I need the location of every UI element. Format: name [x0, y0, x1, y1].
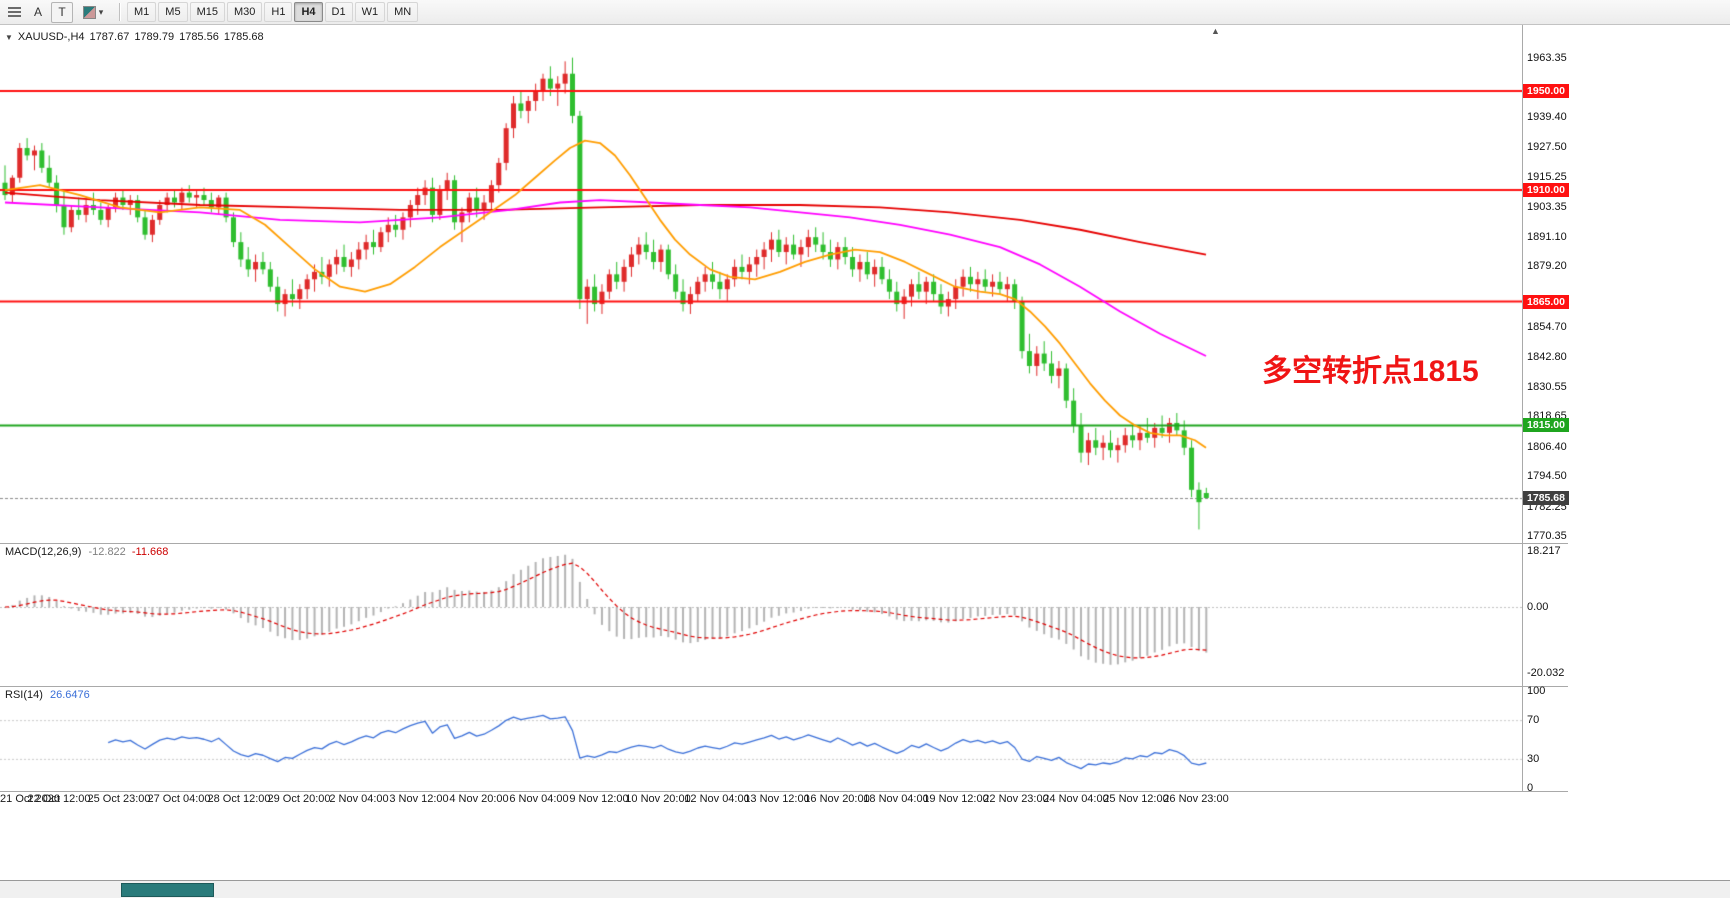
timeframe-button-h4[interactable]: H4 — [294, 2, 323, 22]
macd-value-main: -12.822 — [88, 546, 126, 558]
text-a-button[interactable]: A — [33, 5, 42, 19]
time-label: 28 Oct 12:00 — [207, 793, 271, 805]
chevron-down-icon: ▾ — [98, 6, 104, 17]
price-tick-label: 1927.50 — [1527, 140, 1567, 153]
time-label: 9 Nov 12:00 — [569, 793, 629, 805]
timeframe-button-m30[interactable]: M30 — [226, 2, 263, 22]
time-label: 13 Nov 12:00 — [744, 793, 810, 805]
top-toolbar: A T ▾ M1 M5 M15 M30 H1 H4 D1 W1 MN — [0, 0, 1730, 25]
ohlc-open: 1787.67 — [89, 31, 130, 43]
macd-axis-label: 18.217 — [1527, 545, 1561, 557]
chart-shift-marker[interactable]: ▲ — [1211, 26, 1220, 36]
time-axis[interactable]: 21 Oct 2020 22 Oct 12:00 25 Oct 23:00 27 Oc… — [0, 793, 1522, 809]
rsi-axis-label: 0 — [1527, 782, 1534, 794]
timeframe-button-m5[interactable]: M5 — [158, 2, 188, 22]
time-label: 29 Oct 20:00 — [267, 793, 331, 805]
price-tick-label: 1854.70 — [1527, 321, 1567, 334]
panel-divider-macd[interactable] — [0, 543, 1568, 544]
lines-icon — [7, 5, 21, 19]
rsi-axis-label: 70 — [1527, 714, 1540, 727]
rsi-label: RSI(14) 26.6476 — [5, 689, 90, 701]
price-tick-label: 1770.35 — [1527, 529, 1567, 542]
time-label: 18 Nov 04:00 — [863, 793, 929, 805]
price-tick-label: 1842.80 — [1527, 350, 1567, 363]
time-label: 16 Nov 20:00 — [804, 793, 870, 805]
timeframe-button-w1[interactable]: W1 — [354, 2, 386, 22]
time-label: 19 Nov 12:00 — [923, 793, 989, 805]
rsi-axis-label: 100 — [1527, 685, 1546, 697]
symbol-name: XAUUSD-,H4 — [17, 31, 85, 43]
timeframe-button-h1[interactable]: H1 — [264, 2, 293, 22]
timeframe-button-m15[interactable]: M15 — [189, 2, 225, 22]
taskbar-item[interactable] — [121, 883, 214, 897]
toolbar-separator — [119, 3, 121, 21]
price-tick-label: 1963.35 — [1527, 51, 1567, 64]
time-label: 25 Nov 12:00 — [1103, 793, 1169, 805]
rsi-value: 26.6476 — [49, 689, 90, 701]
time-label: 25 Oct 23:00 — [87, 793, 151, 805]
main-chart-canvas[interactable] — [0, 25, 1522, 543]
time-label: 24 Nov 04:00 — [1043, 793, 1109, 805]
time-axis-divider — [0, 791, 1568, 792]
price-tick-label: 1879.20 — [1527, 260, 1567, 273]
panel-divider-rsi[interactable] — [0, 686, 1568, 687]
time-label: 26 Nov 23:00 — [1163, 793, 1229, 805]
time-label: 22 Nov 23:00 — [983, 793, 1049, 805]
timeframe-button-m1[interactable]: M1 — [127, 2, 157, 22]
ohlc-close: 1785.68 — [223, 31, 264, 43]
time-label: 3 Nov 12:00 — [389, 793, 449, 805]
indicator-dropdown-button[interactable]: ▾ — [75, 2, 111, 23]
ohlc-high: 1789.79 — [134, 31, 175, 43]
macd-canvas[interactable] — [0, 544, 1522, 686]
time-label: 10 Nov 20:00 — [625, 793, 691, 805]
price-tick-label: 1915.25 — [1527, 171, 1567, 184]
symbol-header: ▼ XAUUSD-,H4 1787.67 1789.79 1785.56 1785.68 — [5, 31, 269, 43]
timeframe-button-mn[interactable]: MN — [387, 2, 419, 22]
price-tick-label: 1939.40 — [1527, 111, 1567, 124]
time-label: 27 Oct 04:00 — [147, 793, 211, 805]
rsi-name: RSI(14) — [5, 689, 43, 701]
color-swatch-icon — [82, 5, 96, 19]
time-label: 21 Oct 2020 — [0, 793, 60, 805]
rsi-canvas[interactable] — [0, 687, 1522, 791]
time-label: 12 Nov 04:00 — [684, 793, 750, 805]
time-label: 22 Oct 12:00 — [27, 793, 91, 805]
time-label: 6 Nov 04:00 — [509, 793, 569, 805]
price-badge-1910-00: 1910.00 — [1523, 183, 1569, 198]
price-badge-1815-00: 1815.00 — [1523, 418, 1569, 433]
price-badge-1785-68: 1785.68 — [1523, 491, 1569, 506]
taskbar — [0, 880, 1730, 898]
rsi-axis-label: 30 — [1527, 752, 1540, 765]
macd-axis-label: -20.032 — [1527, 666, 1565, 679]
macd-name: MACD(12,26,9) — [5, 546, 82, 558]
price-axis-divider — [1522, 25, 1523, 791]
text-t-button[interactable]: T — [51, 1, 73, 23]
macd-axis-label: 0.00 — [1527, 601, 1549, 613]
macd-label: MACD(12,26,9) -12.822 -11.668 — [5, 546, 168, 558]
price-tick-label: 1830.55 — [1527, 380, 1567, 393]
one-click-trading-icon[interactable]: ▼ — [5, 33, 13, 42]
time-label: 2 Nov 04:00 — [329, 793, 389, 805]
price-badge-1950-00: 1950.00 — [1523, 84, 1569, 99]
price-tick-label: 1794.50 — [1527, 470, 1567, 483]
price-badge-1865-00: 1865.00 — [1523, 294, 1569, 309]
timeframe-group: M1 M5 M15 M30 H1 H4 D1 W1 MN — [127, 2, 420, 22]
ohlc-low: 1785.56 — [179, 31, 219, 43]
time-label: 4 Nov 20:00 — [449, 793, 509, 805]
chart-menu-button[interactable] — [3, 2, 25, 23]
timeframe-button-d1[interactable]: D1 — [324, 2, 353, 22]
macd-value-signal: -11.668 — [131, 546, 169, 558]
price-tick-label: 1891.10 — [1527, 230, 1567, 243]
price-tick-label: 1903.35 — [1527, 200, 1567, 213]
price-tick-label: 1806.40 — [1527, 440, 1567, 453]
annotation-text: 多空转折点1815 — [1262, 355, 1479, 388]
